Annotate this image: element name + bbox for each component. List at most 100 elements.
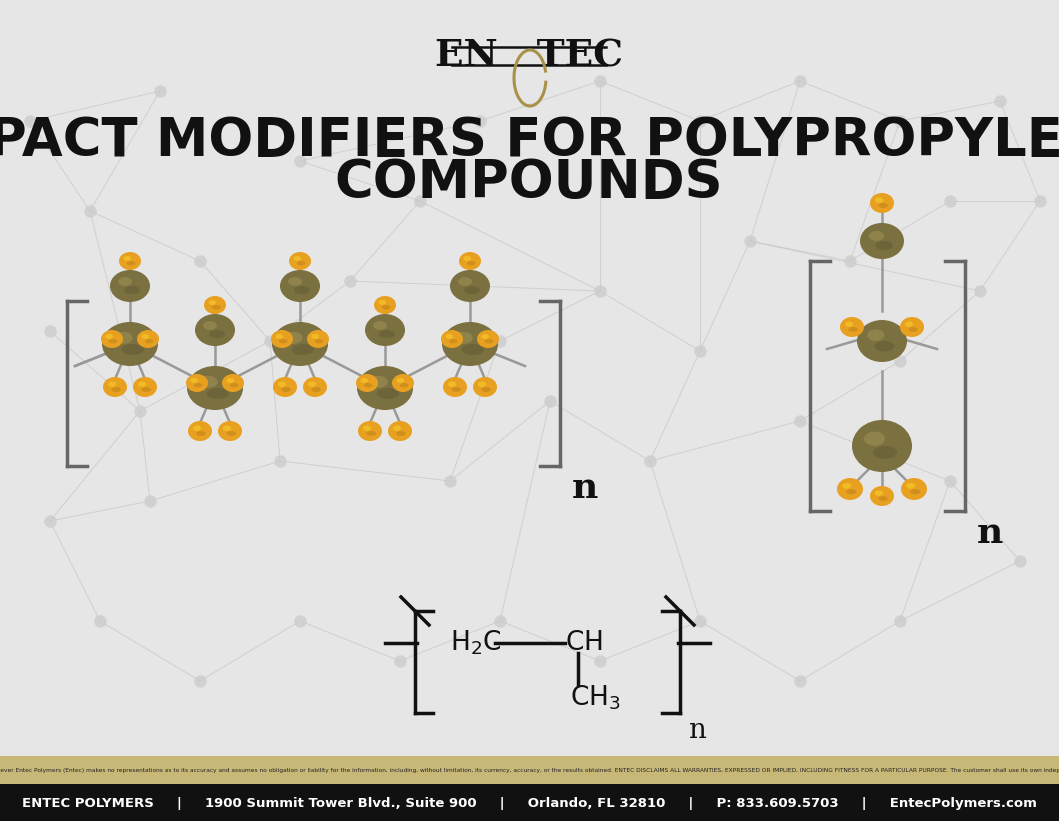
Ellipse shape (864, 432, 885, 446)
Ellipse shape (363, 383, 373, 388)
Ellipse shape (209, 330, 225, 338)
Ellipse shape (133, 377, 157, 397)
Text: n: n (977, 516, 1003, 550)
Text: $\mathsf{H_2C}$: $\mathsf{H_2C}$ (450, 629, 502, 658)
Ellipse shape (124, 286, 140, 294)
Ellipse shape (878, 496, 889, 501)
Ellipse shape (363, 425, 372, 431)
Ellipse shape (388, 421, 412, 441)
Ellipse shape (369, 376, 388, 388)
Ellipse shape (230, 383, 238, 388)
Ellipse shape (840, 317, 864, 337)
Ellipse shape (108, 382, 116, 387)
Ellipse shape (377, 388, 399, 399)
Ellipse shape (396, 378, 405, 383)
Ellipse shape (901, 478, 927, 500)
Ellipse shape (193, 425, 201, 431)
Ellipse shape (101, 330, 123, 348)
Ellipse shape (446, 334, 453, 339)
Ellipse shape (870, 486, 894, 506)
Ellipse shape (842, 483, 851, 489)
Ellipse shape (875, 197, 883, 203)
Ellipse shape (207, 388, 229, 399)
Ellipse shape (477, 330, 499, 348)
Ellipse shape (109, 339, 118, 343)
Ellipse shape (106, 334, 113, 339)
Ellipse shape (378, 300, 387, 305)
Ellipse shape (271, 330, 293, 348)
Text: $\mathsf{CH_3}$: $\mathsf{CH_3}$ (570, 684, 621, 713)
Ellipse shape (227, 378, 234, 383)
Ellipse shape (194, 383, 202, 388)
Ellipse shape (360, 378, 369, 383)
Ellipse shape (904, 322, 913, 327)
Ellipse shape (365, 314, 405, 346)
Ellipse shape (909, 327, 918, 332)
Ellipse shape (473, 377, 497, 397)
Ellipse shape (837, 478, 863, 500)
Ellipse shape (311, 334, 319, 339)
Ellipse shape (450, 270, 490, 302)
Text: ENTEC POLYMERS     |     1900 Summit Tower Blvd., Suite 900     |     Orlando, F: ENTEC POLYMERS | 1900 Summit Tower Blvd.… (21, 796, 1037, 810)
Ellipse shape (110, 270, 150, 302)
Ellipse shape (196, 431, 207, 436)
Ellipse shape (189, 421, 212, 441)
Text: IMPACT MODIFIERS FOR POLYPROPYLENE: IMPACT MODIFIERS FOR POLYPROPYLENE (0, 115, 1059, 167)
Ellipse shape (103, 377, 127, 397)
Ellipse shape (127, 261, 136, 265)
Ellipse shape (485, 339, 493, 343)
Ellipse shape (373, 321, 387, 330)
Ellipse shape (868, 231, 884, 241)
Ellipse shape (857, 320, 907, 362)
Ellipse shape (462, 344, 484, 355)
Ellipse shape (289, 252, 311, 270)
Ellipse shape (303, 377, 327, 397)
Ellipse shape (392, 374, 414, 392)
Ellipse shape (218, 421, 243, 441)
Ellipse shape (311, 387, 321, 392)
Ellipse shape (873, 446, 897, 459)
Ellipse shape (124, 256, 131, 261)
Text: The information presented in this document was assembled from literature of the : The information presented in this docume… (0, 768, 1059, 773)
Ellipse shape (222, 374, 244, 392)
Ellipse shape (138, 382, 146, 387)
Ellipse shape (186, 374, 208, 392)
Ellipse shape (441, 330, 463, 348)
Bar (0, 784, 1059, 821)
Ellipse shape (280, 270, 320, 302)
Ellipse shape (288, 277, 302, 286)
Ellipse shape (464, 286, 480, 294)
Ellipse shape (137, 330, 159, 348)
Ellipse shape (142, 387, 151, 392)
Ellipse shape (191, 378, 198, 383)
Ellipse shape (442, 322, 498, 366)
Ellipse shape (111, 387, 121, 392)
Ellipse shape (113, 332, 132, 344)
Ellipse shape (102, 322, 158, 366)
Ellipse shape (875, 341, 895, 351)
Ellipse shape (379, 330, 395, 338)
Ellipse shape (482, 387, 491, 392)
Ellipse shape (212, 305, 220, 310)
Ellipse shape (279, 339, 287, 343)
Ellipse shape (900, 317, 925, 337)
Ellipse shape (315, 339, 323, 343)
Ellipse shape (907, 483, 915, 489)
Ellipse shape (845, 322, 854, 327)
Ellipse shape (294, 286, 310, 294)
Ellipse shape (393, 425, 401, 431)
Ellipse shape (878, 203, 889, 208)
Ellipse shape (142, 334, 149, 339)
Ellipse shape (482, 334, 489, 339)
Ellipse shape (453, 332, 472, 344)
Ellipse shape (273, 377, 297, 397)
Ellipse shape (307, 330, 329, 348)
Ellipse shape (852, 420, 912, 472)
Ellipse shape (356, 374, 378, 392)
Ellipse shape (204, 296, 226, 314)
Text: $\mathsf{CH}$: $\mathsf{CH}$ (566, 630, 603, 656)
Ellipse shape (272, 322, 328, 366)
Ellipse shape (374, 296, 396, 314)
Ellipse shape (187, 366, 243, 410)
Ellipse shape (203, 321, 217, 330)
